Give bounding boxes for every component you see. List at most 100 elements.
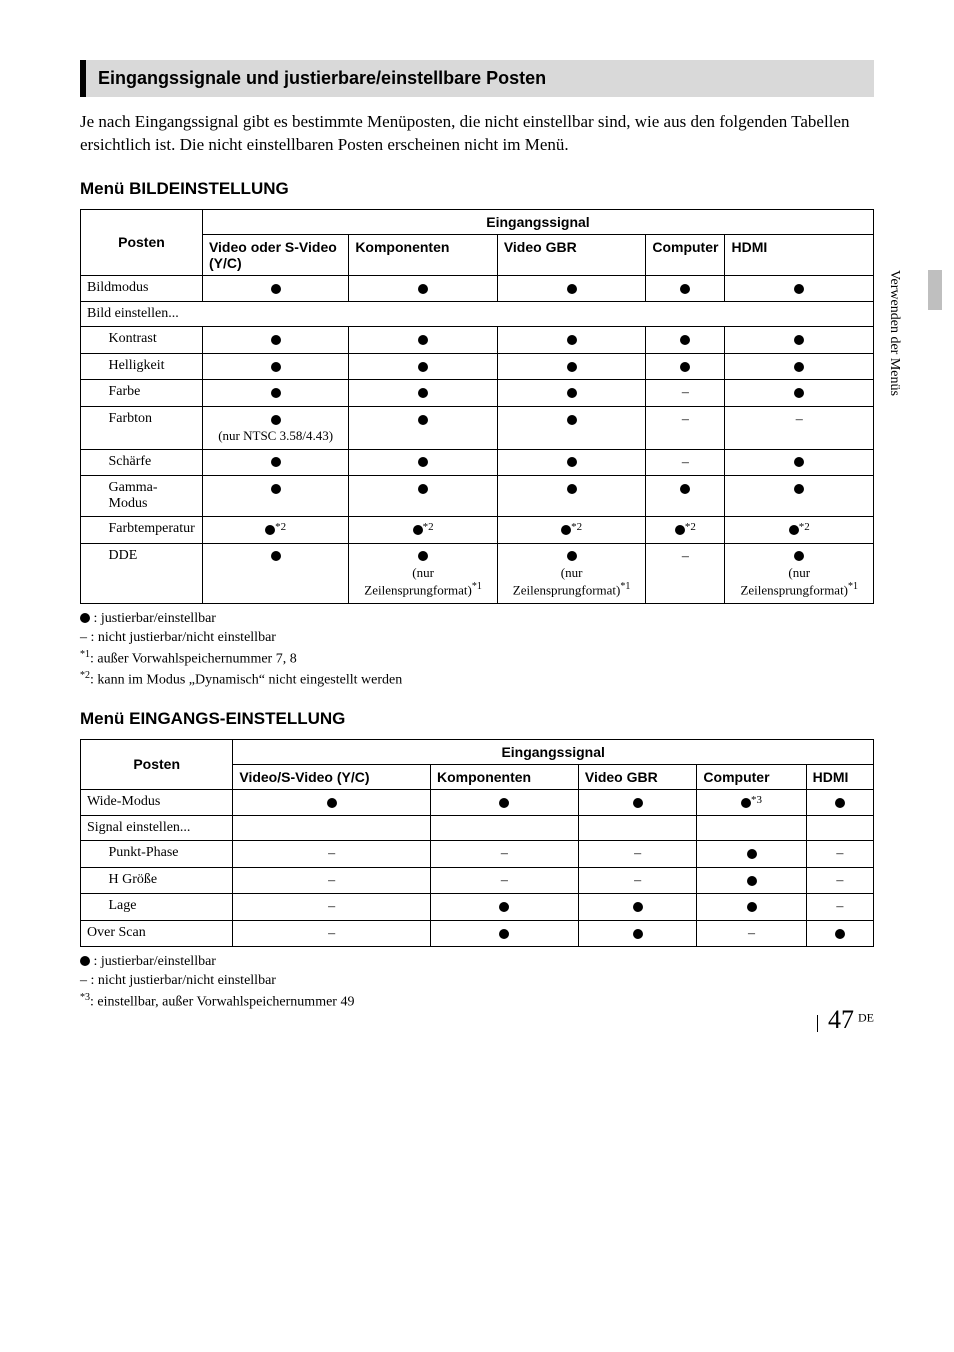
legend-line: : justierbar/einstellbar <box>80 610 874 629</box>
legend-superscript: *3 <box>80 992 90 1003</box>
table-row: Bild einstellen... <box>81 302 874 327</box>
dot-icon <box>499 798 509 808</box>
indent-cell <box>81 841 103 868</box>
column-header: HDMI <box>725 234 874 275</box>
dot-icon <box>633 902 643 912</box>
row-label: Bildmodus <box>81 275 203 302</box>
indent-cell <box>81 476 103 517</box>
dot-icon <box>794 335 804 345</box>
data-cell <box>806 816 873 841</box>
side-tab-text: Verwenden der Menüs <box>886 270 902 396</box>
dot-icon <box>567 484 577 494</box>
column-header: Computer <box>646 234 725 275</box>
dot-icon <box>271 335 281 345</box>
dot-icon <box>567 388 577 398</box>
data-cell <box>431 789 579 816</box>
data-cell: – <box>806 894 873 921</box>
dot-icon <box>271 388 281 398</box>
legend-text: – : nicht justierbar/nicht einstellbar <box>80 973 276 988</box>
table-bildeinstellung: PostenEingangssignalVideo oder S-Video (… <box>80 209 874 604</box>
table-row: Helligkeit <box>81 353 874 380</box>
column-header-posten: Posten <box>81 209 203 275</box>
dot-icon <box>680 362 690 372</box>
side-tab: Verwenden der Menüs <box>886 270 908 480</box>
data-cell: *2 <box>646 517 725 544</box>
column-header: Computer <box>697 764 806 789</box>
data-cell <box>646 327 725 354</box>
cell-superscript: *2 <box>799 521 810 533</box>
row-label: Bild einstellen... <box>81 302 874 327</box>
dot-icon <box>567 457 577 467</box>
legend-line: *2: kann im Modus „Dynamisch“ nicht eing… <box>80 669 874 691</box>
data-cell: – <box>233 920 431 947</box>
data-cell <box>349 449 498 476</box>
data-cell <box>349 380 498 407</box>
dot-icon <box>418 388 428 398</box>
dot-icon <box>794 362 804 372</box>
dot-icon <box>418 415 428 425</box>
data-cell <box>697 841 806 868</box>
dot-icon <box>418 484 428 494</box>
dot-icon <box>747 902 757 912</box>
column-header: Video GBR <box>497 234 646 275</box>
data-cell: – <box>578 841 697 868</box>
table-row: H Größe–––– <box>81 867 874 894</box>
data-cell <box>806 789 873 816</box>
legend-superscript: *2 <box>80 670 90 681</box>
dot-icon <box>567 284 577 294</box>
legend-line: – : nicht justierbar/nicht einstellbar <box>80 972 874 991</box>
table-row: Kontrast <box>81 327 874 354</box>
table-row: Wide-Modus*3 <box>81 789 874 816</box>
cell-superscript: *2 <box>275 521 286 533</box>
data-cell: – <box>646 449 725 476</box>
table-row: Farbton(nur NTSC 3.58/4.43)–– <box>81 406 874 449</box>
data-cell <box>202 275 348 302</box>
row-label: Lage <box>103 894 233 921</box>
data-cell <box>349 353 498 380</box>
indent-cell <box>81 517 103 544</box>
data-cell <box>725 380 874 407</box>
data-cell <box>497 353 646 380</box>
indent-cell <box>81 449 103 476</box>
row-label: Farbton <box>103 406 203 449</box>
row-label: Signal einstellen... <box>81 816 233 841</box>
table-row: Gamma-Modus <box>81 476 874 517</box>
table-row: Bildmodus <box>81 275 874 302</box>
data-cell: (nur NTSC 3.58/4.43) <box>202 406 348 449</box>
legend-text: : justierbar/einstellbar <box>90 954 216 969</box>
data-cell <box>578 789 697 816</box>
dot-icon <box>680 335 690 345</box>
data-cell <box>497 327 646 354</box>
dot-icon <box>418 335 428 345</box>
data-cell <box>578 920 697 947</box>
data-cell: – <box>431 867 579 894</box>
table-row: Schärfe– <box>81 449 874 476</box>
subheading-table2: Menü EINGANGS-EINSTELLUNG <box>80 709 874 729</box>
data-cell <box>202 353 348 380</box>
data-cell <box>697 816 806 841</box>
row-label: Farbe <box>103 380 203 407</box>
dot-icon <box>499 929 509 939</box>
dot-icon <box>271 284 281 294</box>
cell-note: (nur Zeilensprungformat)*1 <box>355 565 491 599</box>
column-header-posten: Posten <box>81 739 233 789</box>
table-row: Over Scan–– <box>81 920 874 947</box>
dot-icon <box>680 484 690 494</box>
table-row: Lage–– <box>81 894 874 921</box>
data-cell: – <box>233 867 431 894</box>
table-row: Farbe– <box>81 380 874 407</box>
column-header: Video/S-Video (Y/C) <box>233 764 431 789</box>
data-cell: – <box>233 894 431 921</box>
row-label: Helligkeit <box>103 353 203 380</box>
legend-text: – : nicht justierbar/nicht einstellbar <box>80 630 276 645</box>
table-row: Punkt-Phase–––– <box>81 841 874 868</box>
data-cell <box>349 275 498 302</box>
column-header: Komponenten <box>431 764 579 789</box>
dot-icon <box>561 525 571 535</box>
data-cell: – <box>725 406 874 449</box>
indent-cell <box>81 894 103 921</box>
indent-cell <box>81 327 103 354</box>
intro-paragraph: Je nach Eingangssignal gibt es bestimmte… <box>80 111 874 157</box>
dot-icon <box>418 551 428 561</box>
data-cell: (nur Zeilensprungformat)*1 <box>497 543 646 603</box>
